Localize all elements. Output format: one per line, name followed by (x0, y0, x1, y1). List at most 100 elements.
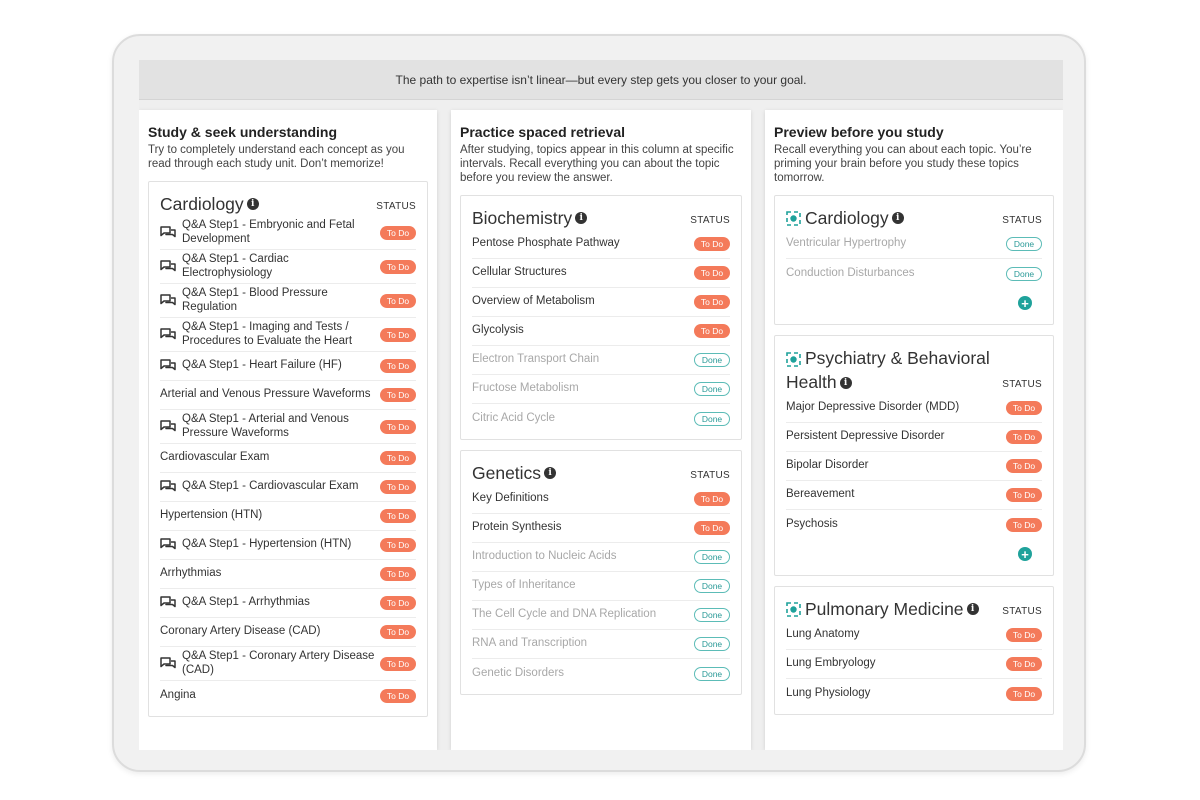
status-badge[interactable]: Done (694, 666, 730, 681)
topic-label[interactable]: Arrhythmias (160, 567, 222, 580)
status-badge[interactable]: To Do (380, 596, 416, 610)
topic-label[interactable]: Coronary Artery Disease (CAD) (160, 625, 321, 638)
topic-row[interactable]: Glycolysis To Do (472, 317, 730, 346)
topic-row[interactable]: Electron Transport Chain Done (472, 346, 730, 375)
topic-row[interactable]: Psychosis To Do (786, 510, 1042, 539)
add-icon[interactable]: + (1018, 547, 1032, 561)
topic-label[interactable]: Angina (160, 688, 196, 701)
status-badge[interactable]: To Do (694, 237, 730, 251)
topic-row[interactable]: Bipolar Disorder To Do (786, 452, 1042, 481)
topic-row[interactable]: Ventricular Hypertrophy Done (786, 230, 1042, 259)
topic-label[interactable]: Q&A Step1 - Embryonic and Fetal Developm… (182, 219, 355, 245)
topic-label[interactable]: Genetic Disorders (472, 666, 565, 679)
topic-row[interactable]: Major Depressive Disorder (MDD) To Do (786, 394, 1042, 423)
topic-row[interactable]: Pentose Phosphate Pathway To Do (472, 230, 730, 259)
status-badge[interactable]: To Do (380, 419, 416, 434)
topic-label[interactable]: Lung Physiology (786, 686, 871, 699)
topic-label[interactable]: The Cell Cycle and DNA Replication (472, 608, 657, 621)
topic-label[interactable]: Major Depressive Disorder (MDD) (786, 401, 960, 414)
status-badge[interactable]: To Do (1006, 657, 1042, 671)
add-icon[interactable]: + (1018, 296, 1032, 310)
status-badge[interactable]: Done (694, 353, 730, 367)
topic-label[interactable]: Types of Inheritance (472, 579, 576, 592)
topic-row[interactable]: Persistent Depressive Disorder To Do (786, 423, 1042, 452)
status-badge[interactable]: To Do (380, 480, 416, 494)
topic-label[interactable]: Hypertension (HTN) (160, 509, 263, 522)
topic-label[interactable]: Introduction to Nucleic Acids (472, 550, 617, 563)
topic-row[interactable]: Q&A Step1 - Imaging and Tests / Procedur… (160, 318, 416, 352)
topic-label[interactable]: Psychosis (786, 517, 838, 530)
topic-label[interactable]: Bereavement (786, 488, 855, 501)
status-badge[interactable]: Done (694, 579, 730, 593)
topic-row[interactable]: Hypertension (HTN) To Do (160, 502, 416, 531)
topic-label[interactable]: Q&A Step1 - Arrhythmias (182, 596, 310, 609)
topic-label[interactable]: Q&A Step1 - Blood Pressure Regulation (182, 287, 328, 313)
topic-row[interactable]: Lung Anatomy To Do (786, 621, 1042, 650)
topic-label[interactable]: Arterial and Venous Pressure Waveforms (160, 388, 371, 401)
topic-label[interactable]: Ventricular Hypertrophy (786, 237, 907, 250)
topic-label[interactable]: Electron Transport Chain (472, 353, 600, 366)
status-badge[interactable]: To Do (380, 688, 416, 703)
topic-row[interactable]: Q&A Step1 - Arterial and Venous Pressure… (160, 410, 416, 444)
status-badge[interactable]: To Do (380, 451, 416, 465)
status-badge[interactable]: Done (694, 411, 730, 426)
status-badge[interactable]: To Do (694, 324, 730, 338)
topic-row[interactable]: Q&A Step1 - Embryonic and Fetal Developm… (160, 216, 416, 250)
topic-row[interactable]: Q&A Step1 - Cardiovascular Exam To Do (160, 473, 416, 502)
topic-row[interactable]: Introduction to Nucleic Acids Done (472, 543, 730, 572)
status-badge[interactable]: To Do (1006, 517, 1042, 532)
topic-row[interactable]: Q&A Step1 - Blood Pressure Regulation To … (160, 284, 416, 318)
status-badge[interactable]: To Do (694, 295, 730, 309)
status-badge[interactable]: To Do (1006, 401, 1042, 415)
topic-label[interactable]: Cellular Structures (472, 266, 567, 279)
topic-row[interactable]: Cardiovascular Exam To Do (160, 444, 416, 473)
info-icon[interactable]: i (966, 603, 979, 615)
status-badge[interactable]: Done (1006, 237, 1042, 251)
topic-row[interactable]: Genetic Disorders Done (472, 659, 730, 688)
topic-row[interactable]: Angina To Do (160, 681, 416, 710)
topic-row[interactable]: Fructose Metabolism Done (472, 375, 730, 404)
topic-label[interactable]: Q&A Step1 - Coronary Artery Disease (CAD… (182, 650, 375, 676)
topic-row[interactable]: RNA and Transcription Done (472, 630, 730, 659)
status-badge[interactable]: To Do (380, 656, 416, 671)
topic-label[interactable]: Q&A Step1 - Hypertension (HTN) (182, 538, 352, 551)
topic-label[interactable]: Overview of Metabolism (472, 295, 595, 308)
status-badge[interactable]: To Do (380, 538, 416, 552)
status-badge[interactable]: To Do (380, 259, 416, 274)
topic-row[interactable]: Arterial and Venous Pressure Waveforms To… (160, 381, 416, 410)
status-badge[interactable]: Done (694, 637, 730, 651)
topic-label[interactable]: RNA and Transcription (472, 637, 588, 650)
topic-row[interactable]: Arrhythmias To Do (160, 560, 416, 589)
topic-label[interactable]: Q&A Step1 - Cardiovascular Exam (182, 480, 359, 493)
status-badge[interactable]: To Do (380, 293, 416, 308)
topic-label[interactable]: Glycolysis (472, 324, 524, 337)
status-badge[interactable]: To Do (380, 567, 416, 581)
status-badge[interactable]: To Do (380, 225, 416, 240)
status-badge[interactable]: To Do (1006, 686, 1042, 701)
topic-row[interactable]: Overview of Metabolism To Do (472, 288, 730, 317)
status-badge[interactable]: To Do (694, 521, 730, 535)
info-icon[interactable]: i (839, 377, 852, 390)
topic-label[interactable]: Citric Acid Cycle (472, 411, 556, 424)
info-icon[interactable]: i (575, 212, 588, 224)
topic-label[interactable]: Fructose Metabolism (472, 382, 579, 395)
topic-row[interactable]: Q&A Step1 - Hypertension (HTN) To Do (160, 531, 416, 560)
status-badge[interactable]: To Do (380, 509, 416, 523)
status-badge[interactable]: To Do (694, 492, 730, 506)
status-badge[interactable]: Done (1006, 266, 1042, 281)
status-badge[interactable]: Done (694, 382, 730, 396)
status-badge[interactable]: To Do (1006, 488, 1042, 502)
topic-row[interactable]: Types of Inheritance Done (472, 572, 730, 601)
topic-label[interactable]: Persistent Depressive Disorder (786, 430, 945, 443)
topic-row[interactable]: Coronary Artery Disease (CAD) To Do (160, 618, 416, 647)
status-badge[interactable]: To Do (380, 625, 416, 639)
topic-label[interactable]: Protein Synthesis (472, 521, 562, 534)
status-badge[interactable]: To Do (380, 388, 416, 402)
status-badge[interactable]: To Do (1006, 459, 1042, 473)
topic-label[interactable]: Q&A Step1 - Arterial and Venous Pressure… (182, 413, 349, 439)
topic-row[interactable]: Q&A Step1 - Cardiac Electrophysiology To … (160, 250, 416, 284)
topic-row[interactable]: Cellular Structures To Do (472, 259, 730, 288)
topic-label[interactable]: Lung Embryology (786, 657, 876, 670)
topic-label[interactable]: Q&A Step1 - Heart Failure (HF) (182, 359, 342, 372)
topic-row[interactable]: Lung Embryology To Do (786, 650, 1042, 679)
